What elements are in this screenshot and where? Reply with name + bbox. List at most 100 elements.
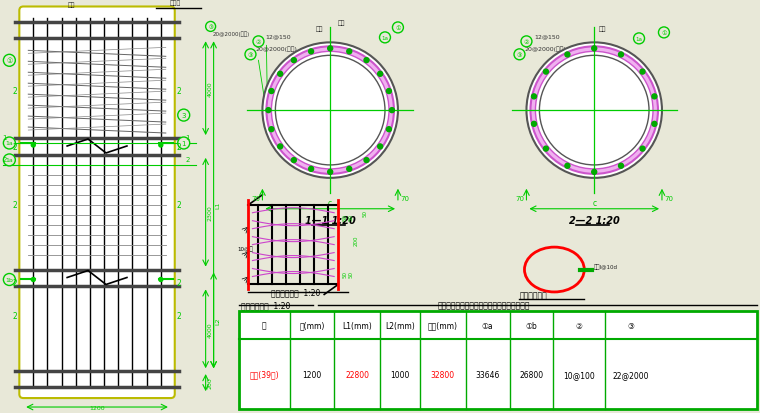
- Text: 70: 70: [515, 195, 524, 201]
- Circle shape: [565, 53, 570, 58]
- Circle shape: [514, 50, 525, 61]
- Circle shape: [364, 59, 369, 64]
- Circle shape: [262, 43, 398, 178]
- Circle shape: [378, 145, 382, 150]
- Text: 50: 50: [342, 270, 347, 277]
- Text: ③: ③: [628, 321, 635, 330]
- Circle shape: [269, 89, 274, 94]
- Circle shape: [31, 144, 35, 147]
- Circle shape: [159, 144, 163, 147]
- Text: 10@100: 10@100: [563, 370, 595, 379]
- Text: 50: 50: [348, 270, 353, 277]
- Text: 桩顶: 桩顶: [315, 27, 323, 32]
- Text: 2: 2: [176, 143, 181, 152]
- Text: 2: 2: [176, 86, 181, 95]
- Circle shape: [364, 158, 369, 163]
- Text: 3: 3: [182, 113, 186, 119]
- Text: 1200: 1200: [302, 370, 322, 379]
- Text: ③: ③: [517, 53, 522, 58]
- Text: 定位筋示意图  1:20: 定位筋示意图 1:20: [240, 301, 290, 310]
- Circle shape: [379, 33, 391, 44]
- Bar: [24, 12, 171, 394]
- Circle shape: [619, 164, 623, 169]
- Text: 1a: 1a: [635, 37, 642, 42]
- Text: 1: 1: [182, 141, 186, 147]
- Text: 加劲箍示意图: 加劲箍示意图: [520, 291, 547, 300]
- Circle shape: [206, 22, 216, 32]
- Text: 2—2 1:20: 2—2 1:20: [568, 215, 619, 225]
- Text: 70: 70: [664, 195, 673, 201]
- Circle shape: [565, 164, 570, 169]
- Text: 搭接l@10d: 搭接l@10d: [594, 263, 618, 269]
- Circle shape: [378, 72, 382, 77]
- Circle shape: [634, 34, 644, 45]
- Text: 2: 2: [13, 311, 17, 320]
- Circle shape: [277, 145, 283, 150]
- Circle shape: [392, 23, 404, 34]
- Text: 定位筋示意图  1:20: 定位筋示意图 1:20: [271, 288, 320, 297]
- Text: 桩顶: 桩顶: [599, 27, 606, 32]
- Text: 1000: 1000: [390, 370, 410, 379]
- Text: 1: 1: [2, 135, 7, 141]
- Text: ②: ②: [524, 40, 529, 45]
- Circle shape: [640, 70, 645, 75]
- Text: L1(mm): L1(mm): [342, 321, 372, 330]
- Text: 70: 70: [252, 195, 261, 201]
- Text: 盖梁: 盖梁: [68, 3, 75, 9]
- Text: ②: ②: [576, 321, 583, 330]
- Text: 1200: 1200: [89, 405, 105, 410]
- Circle shape: [309, 167, 314, 172]
- Text: ①: ①: [6, 58, 12, 64]
- Text: 12@150: 12@150: [265, 34, 291, 39]
- Text: 2: 2: [2, 157, 7, 163]
- Text: c: c: [592, 198, 597, 207]
- Text: 50: 50: [362, 209, 367, 216]
- Circle shape: [540, 56, 649, 166]
- Text: 2: 2: [13, 143, 17, 152]
- Text: L2: L2: [216, 317, 220, 324]
- Circle shape: [592, 170, 597, 175]
- Circle shape: [271, 52, 389, 169]
- Circle shape: [386, 127, 391, 133]
- Text: 22800: 22800: [345, 370, 369, 379]
- Text: 32800: 32800: [431, 370, 454, 379]
- Circle shape: [309, 50, 314, 55]
- Circle shape: [386, 89, 391, 94]
- Circle shape: [178, 138, 190, 150]
- Circle shape: [543, 70, 549, 75]
- Text: 1a: 1a: [5, 158, 13, 163]
- Text: 10@距: 10@距: [238, 245, 253, 251]
- Circle shape: [652, 95, 657, 100]
- Text: 26800: 26800: [519, 370, 543, 379]
- Text: 22@2000: 22@2000: [613, 370, 649, 379]
- Text: 1a: 1a: [5, 141, 13, 146]
- Text: 33646: 33646: [476, 370, 500, 379]
- Text: 1b: 1b: [5, 277, 13, 282]
- Text: 2300: 2300: [207, 204, 213, 220]
- Circle shape: [536, 52, 653, 169]
- Circle shape: [267, 47, 394, 174]
- Circle shape: [178, 110, 190, 122]
- Text: 4000: 4000: [207, 322, 213, 337]
- Text: 20@2000(梅花): 20@2000(梅花): [213, 32, 250, 37]
- Text: 总长(mm): 总长(mm): [428, 321, 458, 330]
- Circle shape: [389, 108, 394, 113]
- Circle shape: [619, 53, 623, 58]
- Text: 主体桩桩基坑支护桩钢筋表（以一根桩计算）: 主体桩桩基坑支护桩钢筋表（以一根桩计算）: [438, 301, 530, 310]
- Text: ①: ①: [395, 26, 401, 31]
- Circle shape: [3, 154, 15, 166]
- Text: c: c: [328, 198, 332, 207]
- Text: 20@2000(梅花): 20@2000(梅花): [524, 47, 566, 52]
- Circle shape: [640, 147, 645, 152]
- Circle shape: [277, 72, 283, 77]
- Text: 1a: 1a: [382, 36, 388, 41]
- Text: 20@2000(梅花): 20@2000(梅花): [255, 47, 297, 52]
- Circle shape: [275, 56, 385, 166]
- Text: 200: 200: [354, 235, 359, 245]
- Text: 2: 2: [176, 278, 181, 287]
- Text: 2: 2: [13, 201, 17, 210]
- Circle shape: [347, 50, 352, 55]
- Text: 2: 2: [176, 311, 181, 320]
- Text: 4000: 4000: [207, 81, 213, 97]
- Circle shape: [159, 278, 163, 282]
